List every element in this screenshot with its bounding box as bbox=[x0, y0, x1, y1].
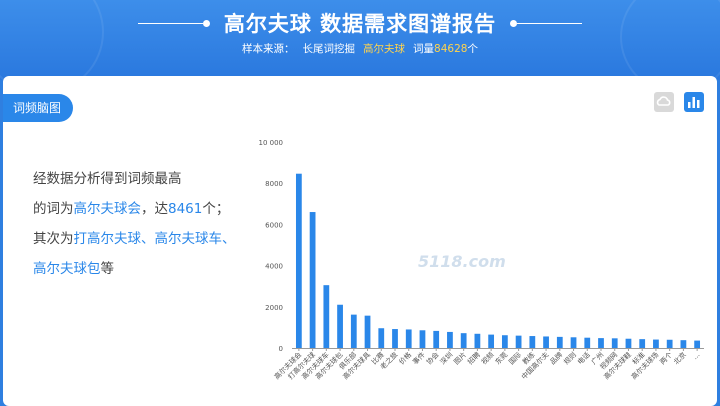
chart-card: 词频脑图 经数据分析得到词频最高 的词为高尔夫球会，达8461个； 其次为打高尔… bbox=[3, 76, 717, 406]
cloud-icon[interactable] bbox=[654, 92, 674, 112]
summary-text-part: 的词为 bbox=[33, 201, 74, 217]
report-header: 高尔夫球 数据需求图谱报告 样本来源： 长尾词挖掘 高尔夫球 词量84628个 bbox=[0, 0, 720, 80]
header-decoration bbox=[0, 0, 104, 80]
summary-text: 经数据分析得到词频最高 的词为高尔夫球会，达8461个； 其次为打高尔夫球、高尔… bbox=[33, 164, 263, 284]
summary-line-1: 经数据分析得到词频最高 bbox=[33, 171, 182, 187]
count-value: 84628 bbox=[434, 43, 468, 55]
source-label: 样本来源： bbox=[242, 43, 295, 55]
count-label: 词量 bbox=[413, 43, 435, 55]
title-line-right bbox=[510, 19, 583, 27]
summary-line-2: 的词为高尔夫球会，达8461个； bbox=[33, 194, 263, 224]
second-words: 打高尔夫球、高尔夫球车、 bbox=[73, 231, 236, 247]
count-unit: 个 bbox=[467, 43, 478, 55]
top-word: 高尔夫球会 bbox=[73, 201, 142, 217]
source-name: 长尾词挖掘 bbox=[302, 43, 356, 55]
summary-text-part: 个； bbox=[202, 201, 230, 217]
summary-line-3: 其次为打高尔夫球、高尔夫球车、 bbox=[33, 224, 263, 254]
report-title: 高尔夫球 数据需求图谱报告 bbox=[223, 12, 497, 36]
summary-text-part: 其次为 bbox=[33, 231, 74, 247]
header-decoration bbox=[620, 0, 720, 80]
fourth-word: 高尔夫球包 bbox=[33, 261, 101, 277]
keyword: 高尔夫球 bbox=[363, 43, 406, 55]
top-count: 8461 bbox=[168, 201, 203, 217]
title-row: 高尔夫球 数据需求图谱报告 bbox=[0, 6, 720, 40]
title-line-left bbox=[137, 19, 210, 27]
report-subtitle: 样本来源： 长尾词挖掘 高尔夫球 词量84628个 bbox=[0, 41, 720, 56]
bar-chart-icon[interactable] bbox=[684, 92, 704, 112]
summary-text-part: ，达 bbox=[141, 201, 168, 217]
section-tag: 词频脑图 bbox=[3, 94, 74, 122]
summary-text-part: 等 bbox=[100, 261, 115, 277]
summary-line-4: 高尔夫球包等 bbox=[33, 254, 263, 284]
